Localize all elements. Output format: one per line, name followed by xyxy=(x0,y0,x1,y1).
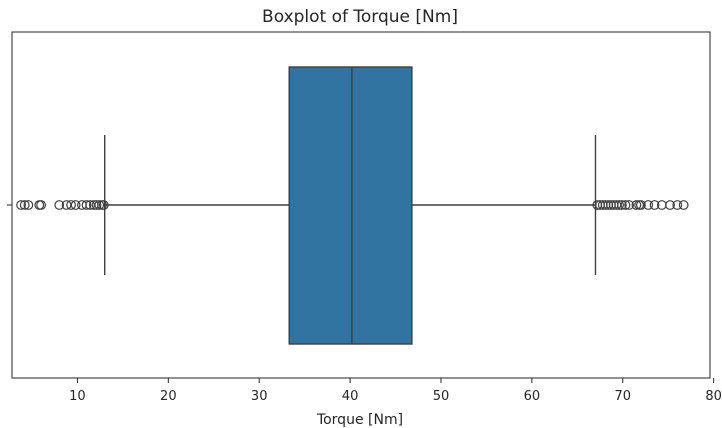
outliers xyxy=(16,200,689,210)
outlier-point xyxy=(678,200,689,210)
outlier-point xyxy=(624,200,635,210)
outlier-point xyxy=(66,200,76,210)
x-tick-label: 80 xyxy=(705,389,722,404)
outlier-point xyxy=(16,200,26,210)
outlier-point xyxy=(636,200,646,210)
outlier-point xyxy=(620,200,631,210)
x-tick-label: 60 xyxy=(524,389,541,404)
outlier-point xyxy=(81,200,92,210)
outlier-point xyxy=(631,200,642,210)
outlier-point xyxy=(36,200,46,210)
outlier-point xyxy=(70,200,81,210)
x-tick-label: 30 xyxy=(251,389,268,404)
x-tick-label: 50 xyxy=(433,389,450,404)
outlier-point xyxy=(91,200,102,210)
iqr-box xyxy=(288,66,413,345)
x-tick-label: 20 xyxy=(160,389,177,404)
outlier-point xyxy=(616,200,627,210)
outlier-point xyxy=(643,200,654,210)
x-axis-label: Torque [Nm] xyxy=(316,412,403,428)
outlier-point xyxy=(665,200,675,210)
outlier-point xyxy=(94,200,105,210)
chart-title: Boxplot of Torque [Nm] xyxy=(262,7,458,27)
outlier-point xyxy=(649,200,660,210)
outlier-point xyxy=(672,200,683,210)
outlier-point xyxy=(98,200,109,210)
x-tick-label: 70 xyxy=(614,389,631,404)
box xyxy=(288,66,413,345)
outlier-point xyxy=(23,200,34,210)
x-axis-ticks: 10 20 30 40 50 60 70 80 xyxy=(69,378,722,404)
x-tick-label: 10 xyxy=(69,389,86,404)
outlier-point xyxy=(614,200,625,210)
outlier-point xyxy=(19,200,30,210)
outlier-point xyxy=(54,200,65,210)
x-tick-label: 40 xyxy=(342,389,359,404)
